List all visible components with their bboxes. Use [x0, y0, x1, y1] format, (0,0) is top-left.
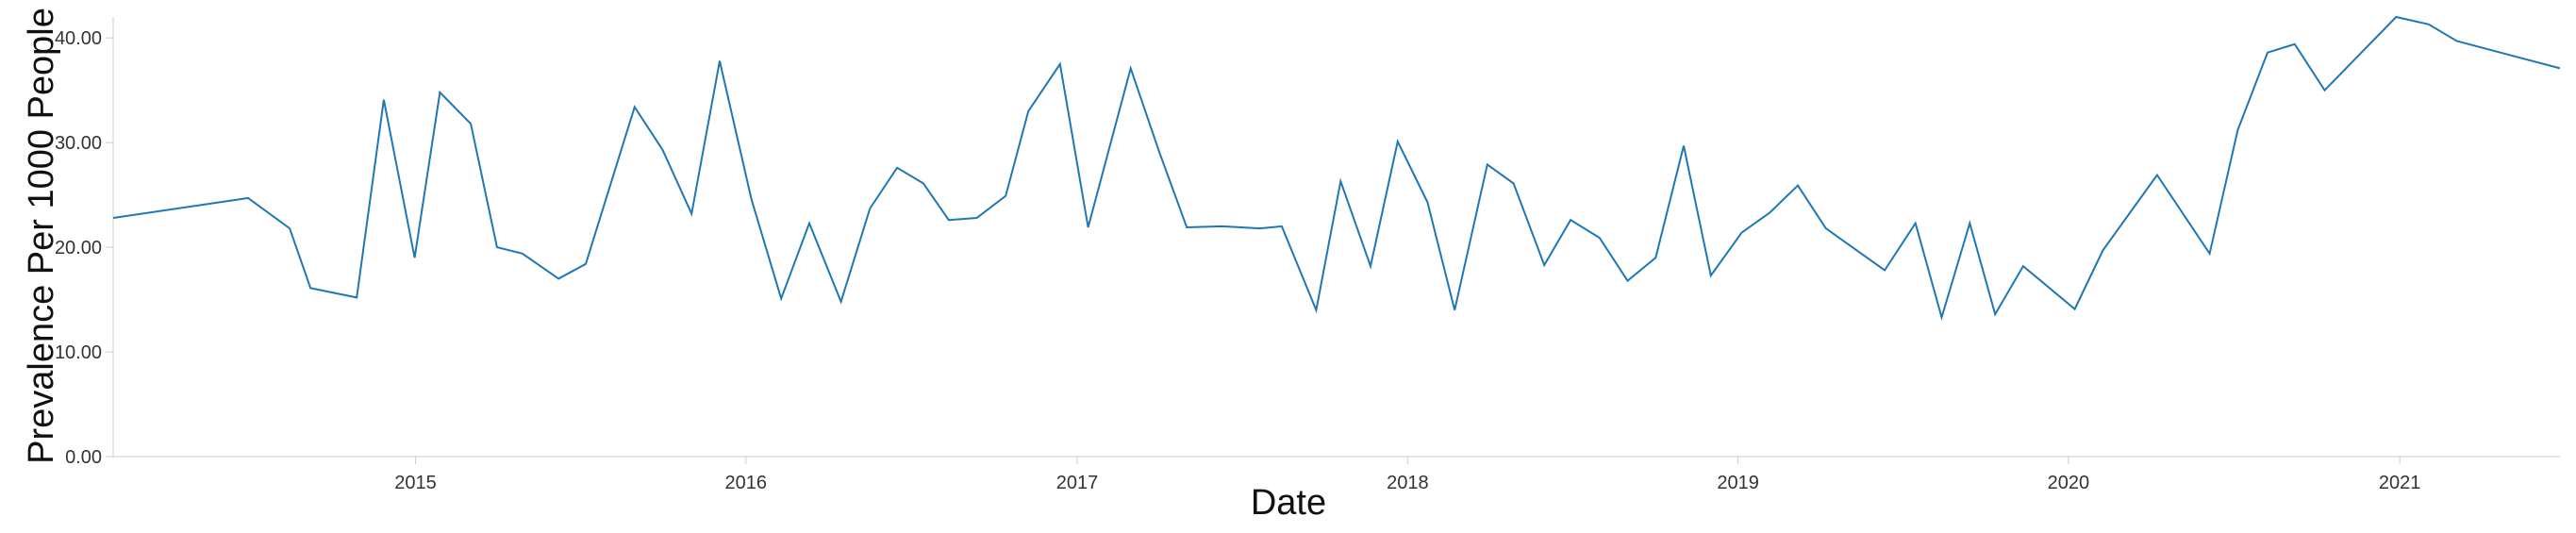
series-line [112, 15, 2561, 322]
x-tick-label: 2017 [1056, 473, 1099, 493]
x-tick-label: 2015 [394, 473, 437, 493]
x-axis: 2015 2016 2017 2018 2019 2020 2021 [113, 456, 2560, 493]
x-tick-label: 2020 [2048, 473, 2090, 493]
x-tick-label: 2021 [2379, 473, 2421, 493]
y-tick-label: 10.00 [55, 342, 102, 363]
y-tick-label: 40.00 [55, 28, 102, 49]
y-tick-label: 20.00 [55, 238, 102, 258]
x-tick-label: 2016 [725, 473, 768, 493]
x-tick-label: 2018 [1387, 473, 1429, 493]
y-tick-label: 30.00 [55, 133, 102, 154]
y-axis: 0.00 10.00 20.00 30.00 40.00 [55, 17, 114, 468]
y-tick-label: 0.00 [65, 447, 102, 468]
y-axis-title: Prevalence Per 1000 People [22, 8, 61, 464]
x-tick-label: 2019 [1717, 473, 1759, 493]
x-axis-title: Date [1251, 483, 1326, 523]
